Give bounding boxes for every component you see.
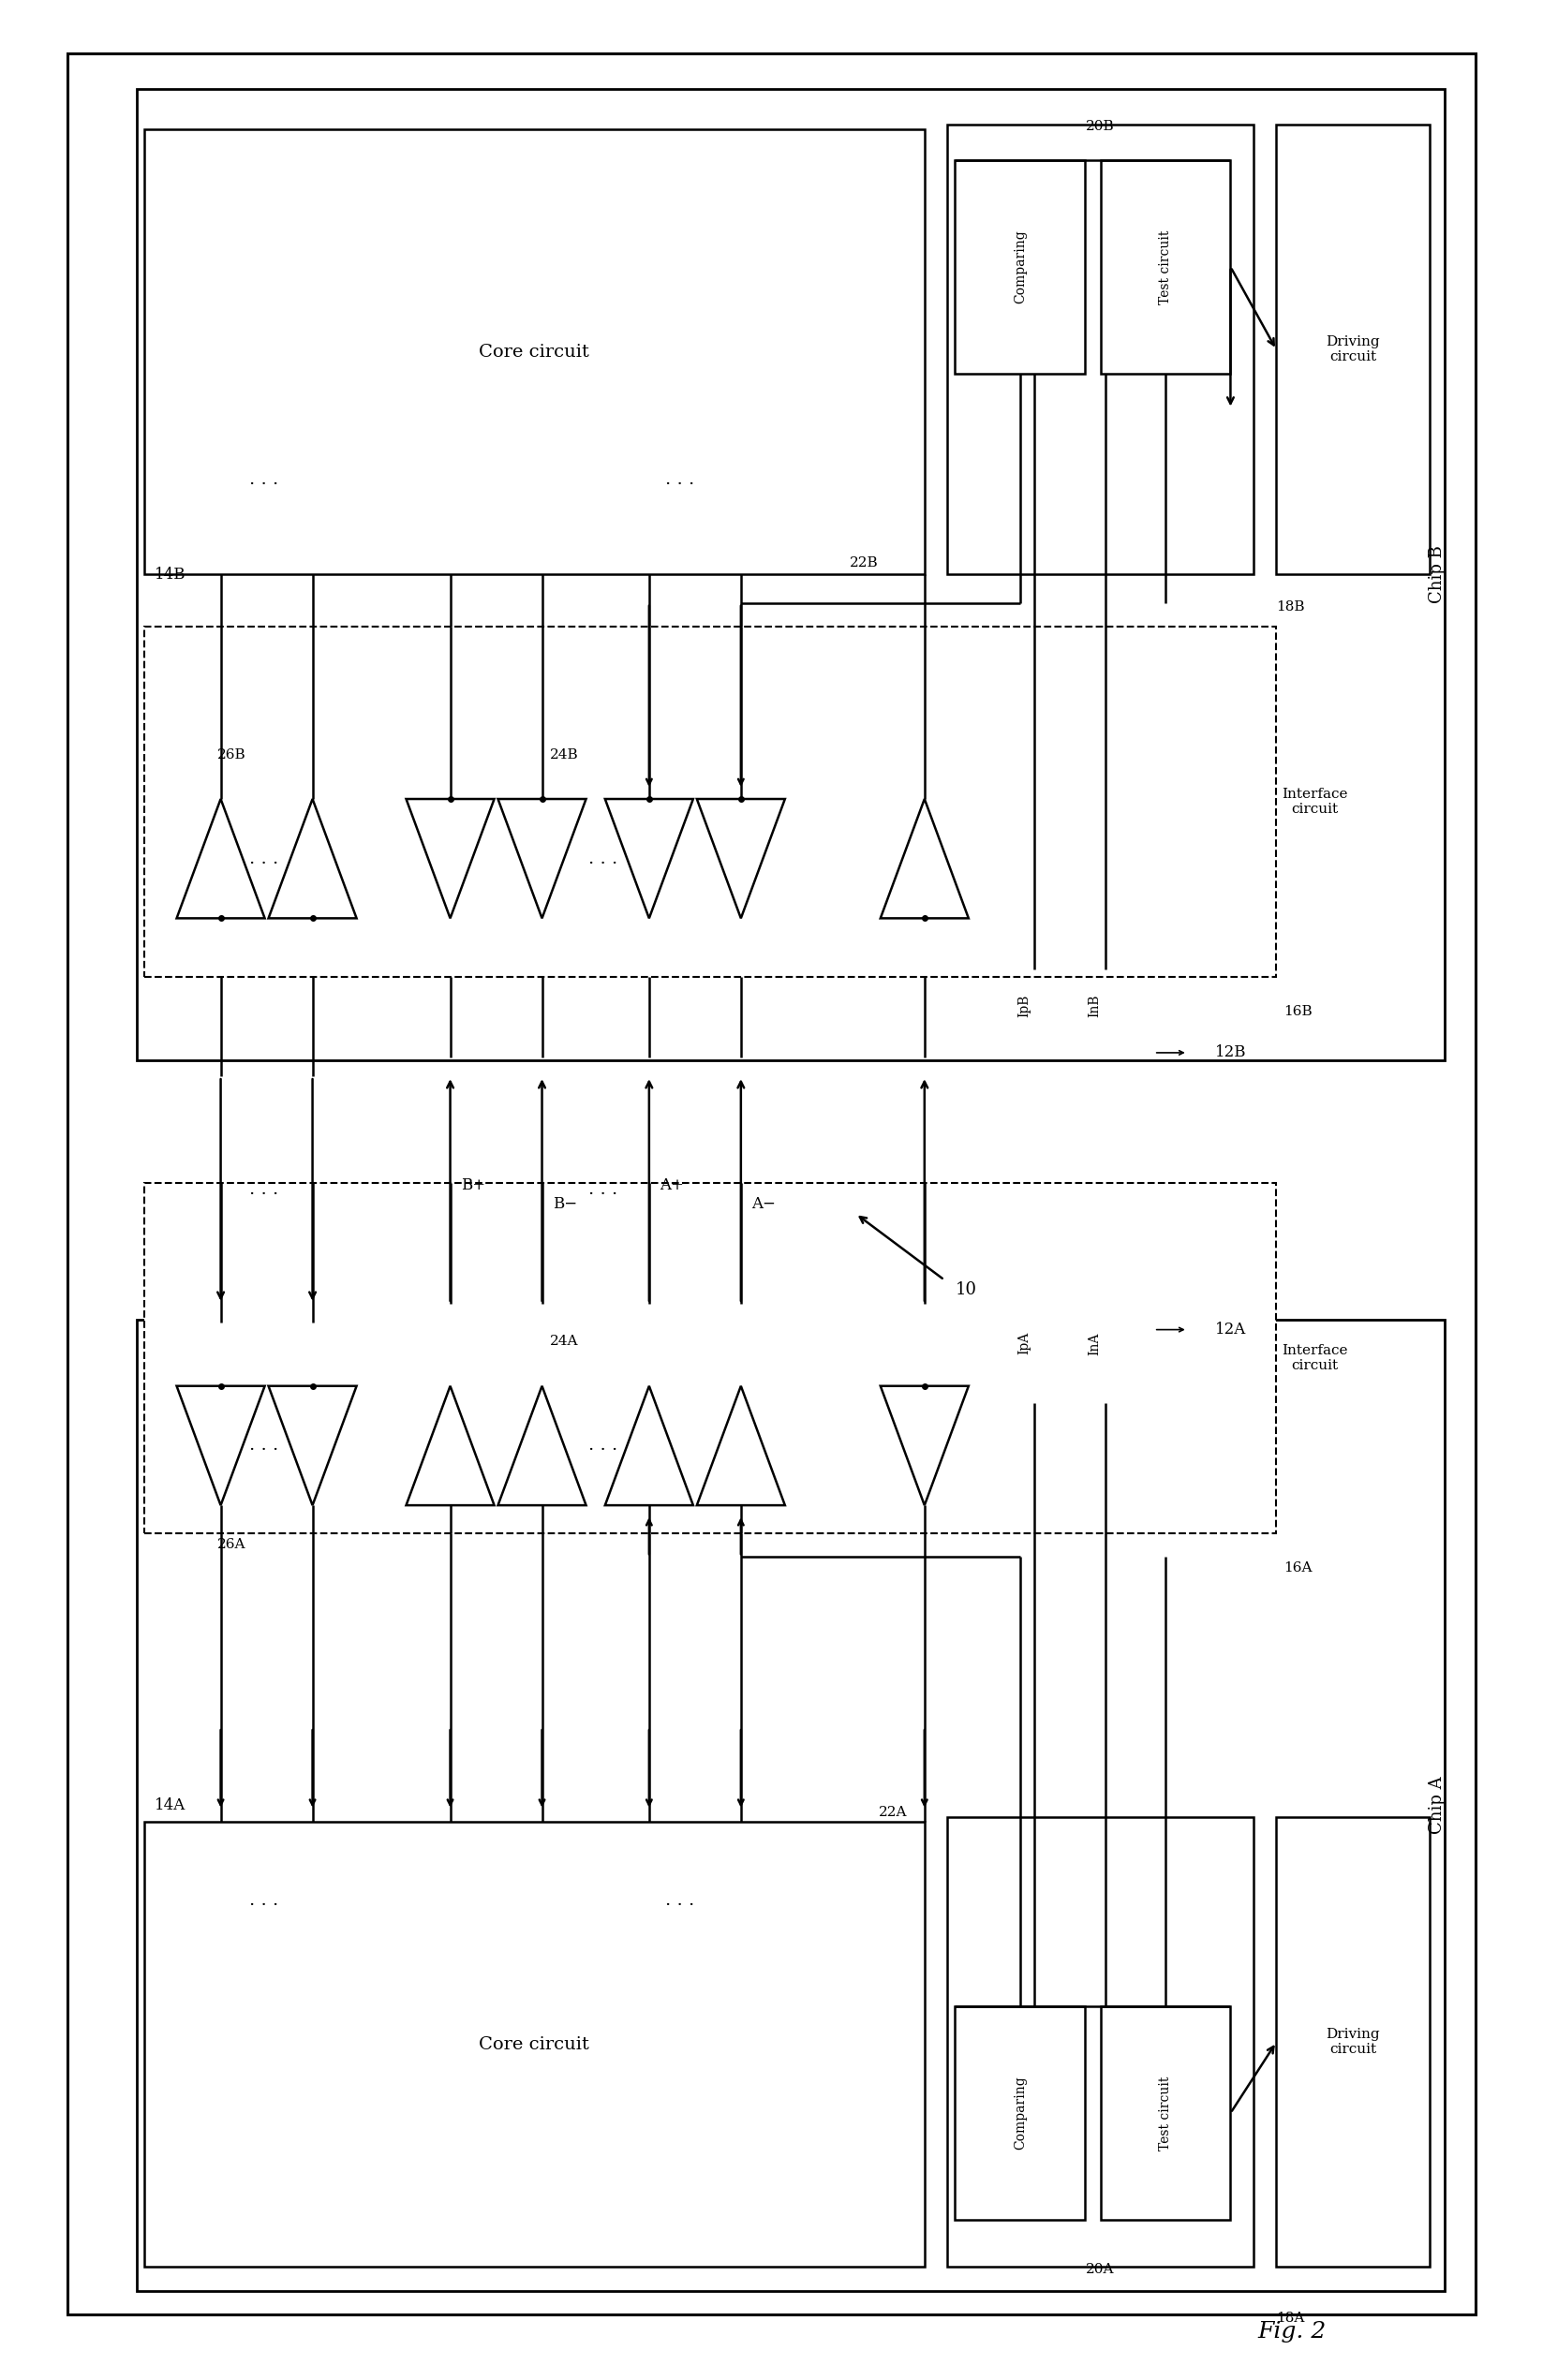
Bar [136, 90, 1444, 1059]
Bar [1276, 1818, 1429, 2268]
Text: B+: B+ [461, 1178, 486, 1192]
Bar [1100, 2006, 1230, 2221]
Text: 12B: 12B [1216, 1045, 1247, 1061]
Text: IpA: IpA [1017, 1333, 1031, 1354]
Text: Driving
circuit: Driving circuit [1325, 2028, 1379, 2056]
Polygon shape [176, 800, 265, 919]
Text: . . .: . . . [588, 1438, 617, 1454]
Polygon shape [268, 1385, 356, 1504]
Text: 20A: 20A [1086, 2263, 1114, 2275]
Text: Test circuit: Test circuit [1159, 2075, 1173, 2149]
Text: . . .: . . . [248, 1892, 278, 1909]
Text: Test circuit: Test circuit [1159, 231, 1173, 305]
Text: 16B: 16B [1284, 1004, 1313, 1019]
Polygon shape [498, 800, 586, 919]
Bar [1276, 124, 1429, 574]
Text: InB: InB [1088, 995, 1100, 1016]
Text: 26A: 26A [218, 1537, 247, 1552]
Polygon shape [605, 800, 693, 919]
Bar [143, 1823, 924, 2268]
Text: Interface
circuit: Interface circuit [1282, 788, 1347, 816]
Polygon shape [881, 1385, 969, 1504]
Bar [143, 129, 924, 574]
Text: Core circuit: Core circuit [480, 2035, 589, 2054]
Text: . . .: . . . [248, 471, 278, 488]
Text: Comparing: Comparing [1014, 231, 1026, 305]
Text: . . .: . . . [248, 1180, 278, 1200]
Text: Core circuit: Core circuit [480, 343, 589, 359]
Text: Interface
circuit: Interface circuit [1282, 1345, 1347, 1373]
Polygon shape [605, 1385, 693, 1504]
Text: 14A: 14A [154, 1797, 187, 1814]
Text: . . .: . . . [665, 471, 694, 488]
Polygon shape [498, 1385, 586, 1504]
Text: . . .: . . . [588, 1180, 617, 1200]
Text: 24B: 24B [549, 747, 579, 762]
Text: . . .: . . . [248, 1438, 278, 1454]
Text: A+: A+ [660, 1178, 684, 1192]
Polygon shape [881, 800, 969, 919]
Bar [947, 1818, 1253, 2268]
Text: 22B: 22B [850, 557, 878, 569]
Text: Chip A: Chip A [1429, 1775, 1446, 1835]
Bar [947, 124, 1253, 574]
Polygon shape [697, 800, 785, 919]
Text: 16A: 16A [1284, 1561, 1313, 1576]
Polygon shape [176, 1385, 265, 1504]
Text: 26B: 26B [218, 747, 247, 762]
Polygon shape [406, 800, 494, 919]
Text: 10: 10 [955, 1280, 977, 1297]
Text: A−: A− [751, 1197, 776, 1211]
Polygon shape [697, 1385, 785, 1504]
Text: 20B: 20B [1086, 119, 1114, 133]
Text: . . .: . . . [248, 850, 278, 866]
Text: Fig. 2: Fig. 2 [1258, 2320, 1325, 2342]
Bar [1100, 159, 1230, 374]
Bar [136, 1321, 1444, 2290]
Text: . . .: . . . [665, 1892, 694, 1909]
Text: . . .: . . . [588, 850, 617, 866]
Bar [143, 1183, 1276, 1533]
Bar [955, 2006, 1085, 2221]
Text: 18B: 18B [1276, 600, 1305, 614]
Text: B−: B− [552, 1197, 577, 1211]
Text: Comparing: Comparing [1014, 2075, 1026, 2149]
Text: InA: InA [1088, 1333, 1100, 1354]
Bar [955, 159, 1085, 374]
Text: 12A: 12A [1216, 1321, 1247, 1338]
Text: IpB: IpB [1017, 995, 1031, 1016]
Bar [143, 626, 1276, 976]
Text: 18A: 18A [1276, 2311, 1305, 2325]
Text: 14B: 14B [154, 566, 187, 583]
Polygon shape [268, 800, 356, 919]
Text: Chip B: Chip B [1429, 545, 1446, 605]
Polygon shape [406, 1385, 494, 1504]
Text: Driving
circuit: Driving circuit [1325, 336, 1379, 364]
Text: 24A: 24A [549, 1335, 579, 1347]
Text: 22A: 22A [878, 1806, 907, 1818]
